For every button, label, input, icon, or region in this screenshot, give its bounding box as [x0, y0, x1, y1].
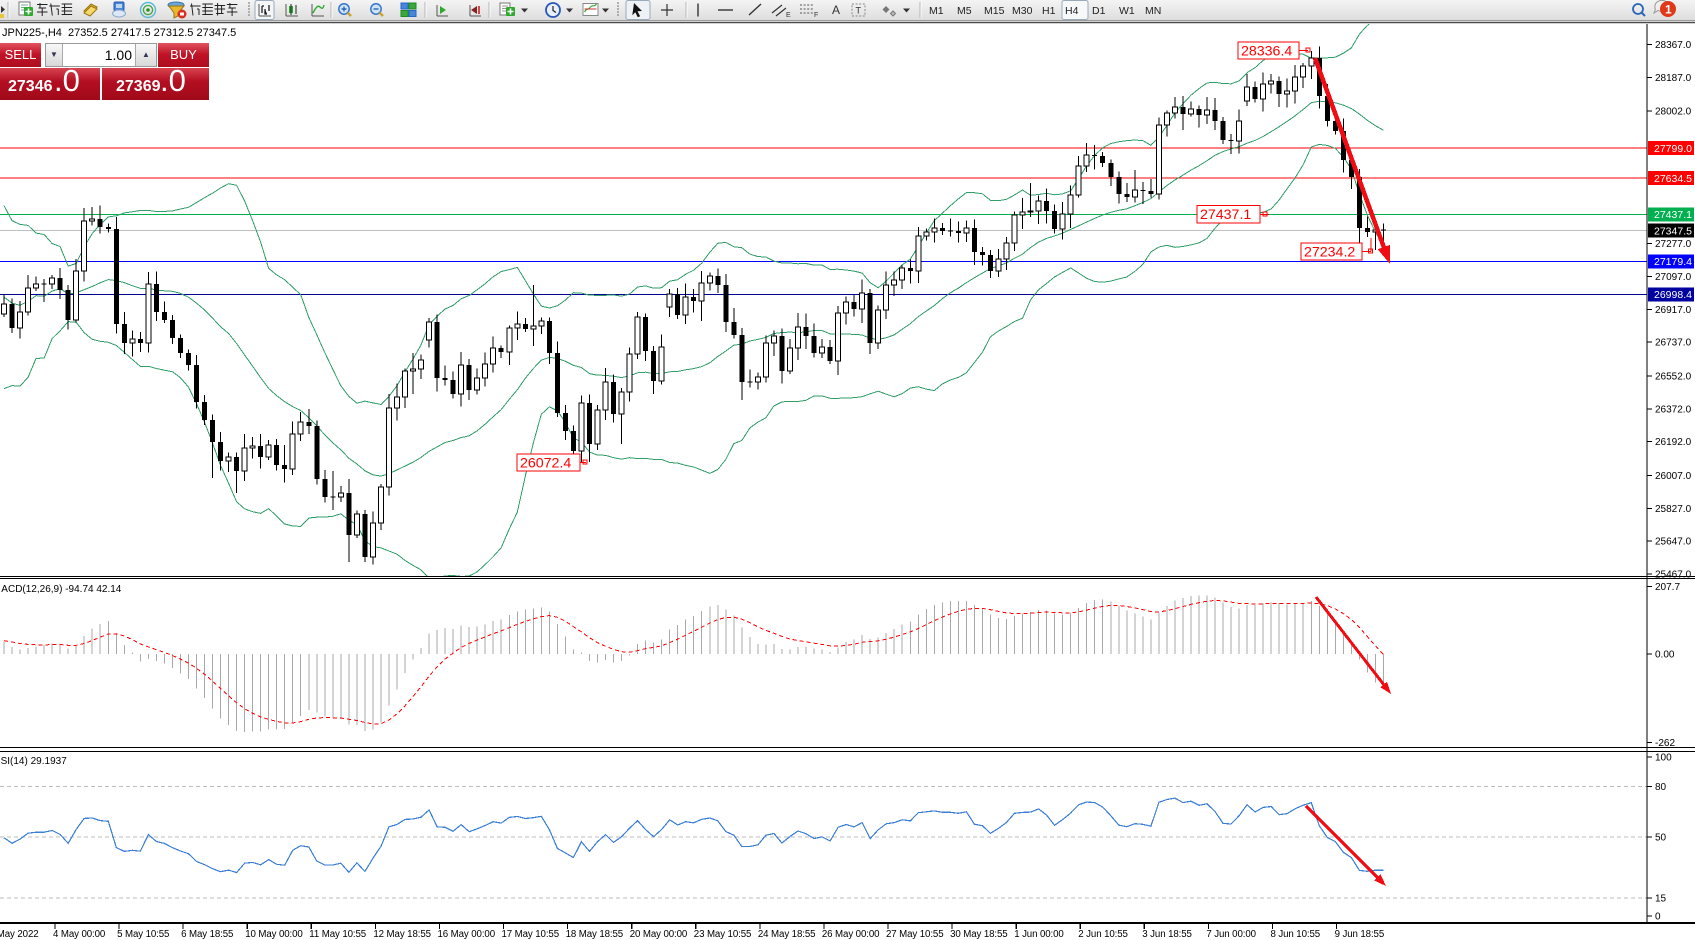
svg-text:26007.0: 26007.0 [1655, 471, 1692, 482]
svg-text:1 Jun 00:00: 1 Jun 00:00 [1014, 929, 1064, 940]
svg-text:A: A [832, 3, 840, 17]
svg-text:10 May 00:00: 10 May 00:00 [245, 929, 303, 940]
svg-text:MN: MN [1145, 5, 1161, 17]
svg-text:26192.0: 26192.0 [1655, 437, 1692, 448]
svg-text:26998.4: 26998.4 [1654, 289, 1692, 301]
svg-text:JPN225-,H4 27352.5 27417.5 27: JPN225-,H4 27352.5 27417.5 27312.5 27347… [2, 27, 236, 39]
svg-text:6 May 18:55: 6 May 18:55 [181, 929, 233, 940]
svg-text:ACD(12,26,9) -94.74 42.14: ACD(12,26,9) -94.74 42.14 [1, 584, 122, 595]
svg-text:1: 1 [1665, 3, 1672, 17]
svg-text:0.00: 0.00 [1655, 649, 1675, 660]
svg-text:26917.0: 26917.0 [1655, 305, 1692, 316]
svg-text:25827.0: 25827.0 [1655, 504, 1692, 515]
svg-text:11 May 10:55: 11 May 10:55 [309, 929, 366, 940]
svg-text:100: 100 [1655, 752, 1672, 763]
svg-text:E: E [786, 12, 791, 19]
svg-text:M30: M30 [1012, 5, 1033, 17]
svg-text:20 May 00:00: 20 May 00:00 [630, 929, 688, 940]
svg-text:M5: M5 [957, 5, 972, 17]
svg-text:26372.0: 26372.0 [1655, 404, 1692, 415]
svg-text:T: T [856, 6, 862, 16]
svg-text:50: 50 [1655, 833, 1667, 844]
svg-text:2 Jun 10:55: 2 Jun 10:55 [1078, 929, 1128, 940]
svg-text:12 May 18:55: 12 May 18:55 [373, 929, 431, 940]
svg-text:27179.4: 27179.4 [1654, 256, 1692, 268]
svg-text:26737.0: 26737.0 [1655, 338, 1692, 349]
svg-text:H4: H4 [1065, 5, 1079, 17]
svg-text:27437.1: 27437.1 [1654, 209, 1692, 221]
svg-text:27437.1: 27437.1 [1200, 207, 1251, 223]
svg-text:8 Jun 10:55: 8 Jun 10:55 [1271, 929, 1321, 940]
svg-text:27277.0: 27277.0 [1655, 239, 1692, 250]
svg-text:26 May 00:00: 26 May 00:00 [822, 929, 880, 940]
svg-text:27799.0: 27799.0 [1654, 143, 1692, 155]
svg-text:27634.5: 27634.5 [1654, 173, 1692, 185]
svg-text:25467.0: 25467.0 [1655, 570, 1692, 581]
svg-text:27097.0: 27097.0 [1655, 272, 1692, 283]
svg-text:28336.4: 28336.4 [1241, 44, 1292, 60]
svg-text:3 Jun 18:55: 3 Jun 18:55 [1142, 929, 1192, 940]
svg-text:16 May 00:00: 16 May 00:00 [438, 929, 496, 940]
svg-text:W1: W1 [1119, 5, 1135, 17]
svg-text:23 May 10:55: 23 May 10:55 [694, 929, 752, 940]
svg-text:26552.0: 26552.0 [1655, 372, 1692, 383]
svg-text:H1: H1 [1042, 5, 1056, 17]
svg-text:27234.2: 27234.2 [1304, 245, 1355, 261]
svg-text:0: 0 [1655, 911, 1661, 922]
svg-text:207.7: 207.7 [1655, 582, 1680, 593]
svg-text:27347.5: 27347.5 [1654, 226, 1692, 238]
svg-text:30 May 18:55: 30 May 18:55 [950, 929, 1008, 940]
svg-text:9 Jun 18:55: 9 Jun 18:55 [1335, 929, 1385, 940]
svg-text:5 May 10:55: 5 May 10:55 [117, 929, 169, 940]
svg-text:28367.0: 28367.0 [1655, 40, 1692, 51]
svg-text:18 May 18:55: 18 May 18:55 [566, 929, 624, 940]
svg-text:3 May 2022: 3 May 2022 [0, 929, 39, 940]
svg-text:25647.0: 25647.0 [1655, 537, 1692, 548]
svg-text:SI(14) 29.1937: SI(14) 29.1937 [1, 756, 68, 767]
svg-text:M1: M1 [929, 5, 944, 17]
svg-text:7 Jun 00:00: 7 Jun 00:00 [1206, 929, 1256, 940]
svg-text:24 May 18:55: 24 May 18:55 [758, 929, 816, 940]
svg-text:80: 80 [1655, 782, 1667, 793]
svg-text:28002.0: 28002.0 [1655, 107, 1692, 118]
svg-text:-262: -262 [1655, 738, 1675, 749]
svg-text:27 May 10:55: 27 May 10:55 [886, 929, 944, 940]
svg-text:F: F [814, 12, 818, 19]
svg-text:15: 15 [1655, 894, 1667, 905]
svg-text:4 May 00:00: 4 May 00:00 [53, 929, 106, 940]
svg-text:D1: D1 [1092, 5, 1106, 17]
svg-text:M15: M15 [984, 5, 1005, 17]
svg-text:26072.4: 26072.4 [520, 456, 571, 472]
svg-text:28187.0: 28187.0 [1655, 73, 1692, 84]
svg-text:17 May 10:55: 17 May 10:55 [502, 929, 560, 940]
